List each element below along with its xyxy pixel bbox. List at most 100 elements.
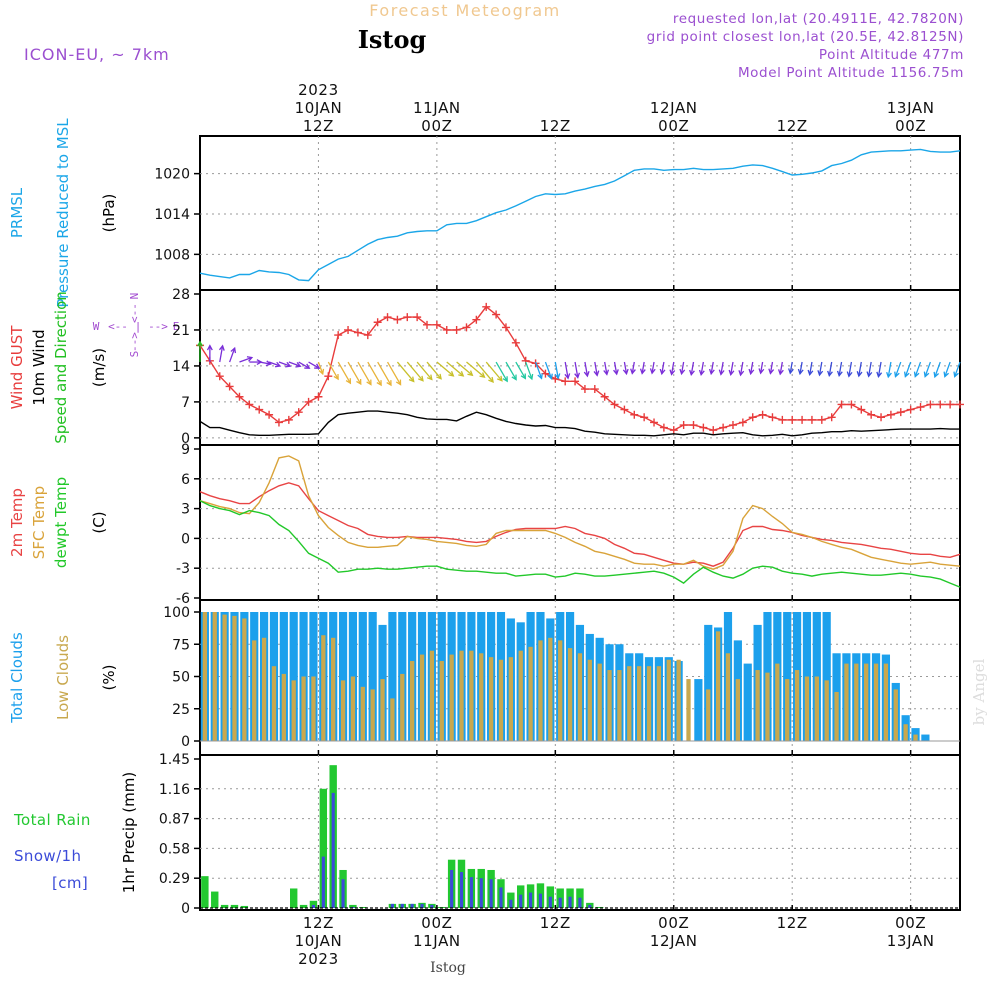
axis-label-pressure: PRMSL xyxy=(8,187,26,238)
compass-east: E xyxy=(173,320,180,333)
wind-direction-arrow xyxy=(594,361,598,376)
total-cloud-bar xyxy=(338,612,348,741)
low-cloud-bar xyxy=(883,663,889,741)
wind-direction-arrow xyxy=(466,361,485,378)
top-time-tick-label: 12Z xyxy=(540,117,571,135)
wind-direction-arrowhead xyxy=(659,368,666,376)
gust-marker xyxy=(689,421,698,430)
wind-direction-arrow xyxy=(357,361,372,385)
series-line-t2m xyxy=(199,482,961,567)
gust-marker xyxy=(610,400,619,409)
gust-marker xyxy=(926,400,935,409)
total-cloud-bar xyxy=(694,679,703,741)
precip-legend-label: Total Rain xyxy=(13,811,91,829)
wind-direction-arrow xyxy=(623,361,628,374)
axis-label-pressure: Pressure Reduced to MSL xyxy=(54,118,72,308)
wind-direction-arrow xyxy=(377,361,392,386)
wind-direction-arrowhead xyxy=(807,369,814,377)
low-cloud-bar xyxy=(637,666,642,741)
rain-bar xyxy=(299,904,308,908)
low-cloud-bar xyxy=(232,615,237,741)
wind-direction-arrow xyxy=(858,361,862,377)
wind-direction-arrowhead xyxy=(923,371,930,378)
wind-direction-arrowhead xyxy=(497,375,503,382)
wind-direction-arrowhead xyxy=(574,372,581,379)
axis-label-temperature: dewpt Temp xyxy=(52,477,70,568)
snow-bar xyxy=(331,792,335,908)
total-cloud-bar xyxy=(743,663,752,741)
total-cloud-bar xyxy=(921,734,930,741)
wind-direction-arrow xyxy=(456,361,473,376)
y-tick-label: 9 xyxy=(181,442,190,458)
gust-marker xyxy=(788,415,797,424)
gust-marker xyxy=(492,310,501,319)
wind-direction-arrowhead xyxy=(408,376,415,383)
low-cloud-bar xyxy=(488,657,494,741)
wind-direction-arrow xyxy=(298,361,310,369)
wind-direction-arrowhead xyxy=(448,370,455,377)
wind-direction-arrowhead xyxy=(827,370,833,378)
wind-direction-arrow xyxy=(613,361,618,375)
snow-bar xyxy=(558,897,562,908)
panel-pressure: 1008 1014 1020 PRMSL Pressure Reduced to MSL… xyxy=(8,118,961,308)
low-cloud-bar xyxy=(528,646,533,741)
requested-coords: requested lon,lat (20.4911E, 42.7820N) xyxy=(673,11,964,27)
wind-direction-arrowhead xyxy=(218,344,225,351)
low-cloud-bar xyxy=(765,672,770,741)
gust-marker xyxy=(571,377,580,386)
panel-precip: 0 0.29 0.58 0.87 1.16 1.45 1hr Precip (mm) Tota… xyxy=(13,752,961,917)
wind-direction-arrow xyxy=(769,361,774,374)
y-tick-label: 0 xyxy=(181,531,190,547)
wind-direction-arrow xyxy=(239,356,253,363)
snow-bar xyxy=(499,887,503,908)
low-cloud-bar xyxy=(627,666,632,741)
axis-label-precip: 1hr Precip (mm) xyxy=(120,772,138,893)
gust-marker xyxy=(896,408,905,417)
wind-direction-arrow xyxy=(944,361,951,377)
bottom-time-tick-label: 11JAN xyxy=(413,932,461,950)
compass-upper-arrow: <-- xyxy=(128,303,141,323)
gust-marker xyxy=(363,331,372,340)
low-cloud-bar xyxy=(508,657,513,741)
bottom-time-tick-label: 00Z xyxy=(421,914,452,932)
wind-direction-arrow xyxy=(317,361,324,375)
model-label: ICON-EU, ~ 7km xyxy=(24,45,170,64)
low-cloud-bar xyxy=(252,640,257,741)
location-title: Istog xyxy=(358,25,427,54)
wind-direction-arrow xyxy=(828,361,833,376)
low-cloud-bar xyxy=(834,691,839,741)
wind-direction-arrowhead xyxy=(436,373,442,380)
gust-marker xyxy=(590,385,599,394)
gust-marker xyxy=(432,320,441,329)
wind-direction-arrowhead xyxy=(768,368,775,375)
wind-direction-arrowhead xyxy=(467,370,474,377)
gust-marker xyxy=(413,313,422,322)
compass-north: N xyxy=(128,293,141,300)
y-tick-label: 1.16 xyxy=(159,782,190,798)
y-tick-label: -6 xyxy=(176,591,190,607)
snow-bar xyxy=(450,869,454,908)
low-cloud-bar xyxy=(311,676,316,741)
bottom-time-tick-label: 12Z xyxy=(303,914,334,932)
top-time-tick-label: 10JAN xyxy=(295,99,343,117)
wind-direction-arrow xyxy=(904,361,912,377)
total-cloud-bar xyxy=(822,612,831,741)
low-cloud-bar xyxy=(449,654,454,741)
gust-marker xyxy=(314,392,323,401)
wind-direction-arrow xyxy=(924,361,932,377)
wind-direction-arrow xyxy=(485,361,503,382)
gust-marker xyxy=(501,323,510,332)
wind-direction-arrowhead xyxy=(797,368,804,376)
wind-direction-arrowhead xyxy=(630,368,636,375)
axis-label-temperature: (C) xyxy=(90,511,108,533)
gust-marker xyxy=(719,423,728,432)
wind-direction-arrowhead xyxy=(583,371,590,378)
axis-label-clouds: Total Clouds xyxy=(8,632,26,724)
wind-direction-arrow xyxy=(278,361,291,367)
wind-direction-arrowhead xyxy=(376,380,382,387)
gust-marker xyxy=(807,415,816,424)
wind-direction-arrow xyxy=(515,361,526,379)
wind-direction-arrowhead xyxy=(817,370,824,377)
low-cloud-bar xyxy=(794,670,800,741)
y-tick-label: 6 xyxy=(181,472,190,488)
